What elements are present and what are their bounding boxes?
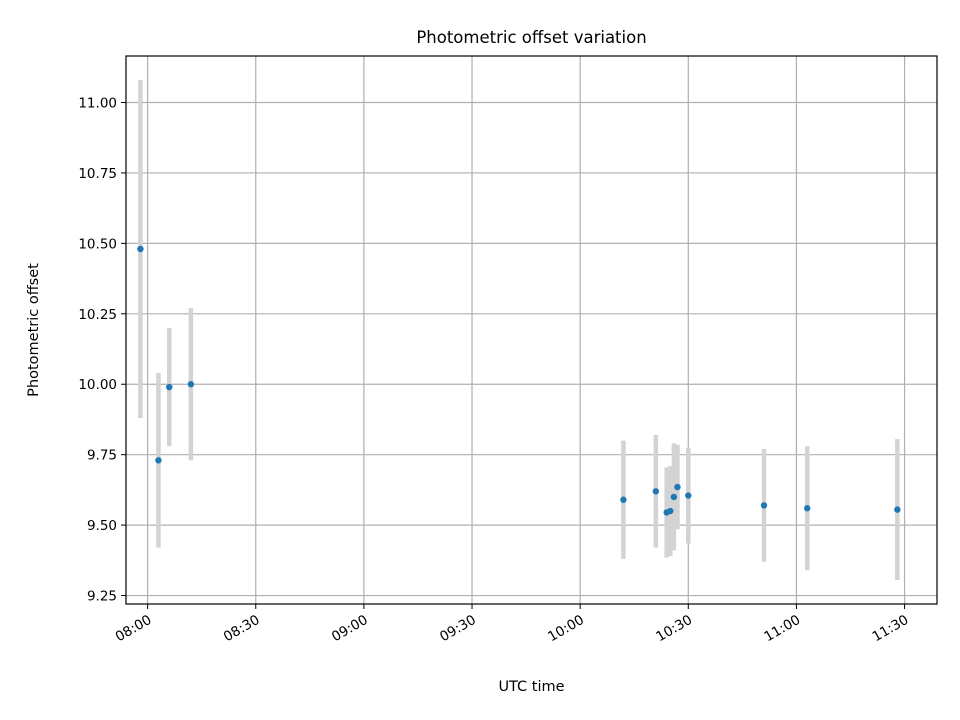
data-points bbox=[137, 245, 901, 516]
data-point bbox=[155, 457, 162, 464]
y-tick-label: 10.25 bbox=[78, 307, 117, 323]
data-point bbox=[760, 502, 768, 509]
chart-title: Photometric offset variation bbox=[416, 28, 646, 47]
y-tick-label: 9.25 bbox=[87, 589, 117, 605]
y-tick-label: 10.50 bbox=[78, 236, 117, 252]
data-point bbox=[894, 506, 901, 513]
data-point bbox=[137, 245, 144, 253]
data-point bbox=[670, 493, 678, 501]
data-point bbox=[674, 483, 681, 491]
y-axis-label: Photometric offset bbox=[26, 263, 42, 397]
y-tick-label: 9.75 bbox=[87, 448, 117, 464]
y-tick-label: 10.75 bbox=[78, 166, 117, 182]
data-point bbox=[685, 492, 692, 499]
x-axis-label: UTC time bbox=[498, 679, 564, 695]
data-point bbox=[166, 383, 173, 391]
data-point bbox=[667, 507, 674, 515]
data-point bbox=[652, 488, 660, 495]
plot-frame bbox=[125, 55, 938, 605]
y-tick-label: 9.50 bbox=[87, 518, 117, 534]
grid bbox=[126, 56, 937, 604]
y-tick-label: 10.00 bbox=[78, 377, 117, 393]
data-point bbox=[620, 496, 627, 503]
data-point bbox=[804, 505, 811, 512]
data-point bbox=[187, 381, 195, 388]
y-tick-label: 11.00 bbox=[78, 95, 117, 111]
